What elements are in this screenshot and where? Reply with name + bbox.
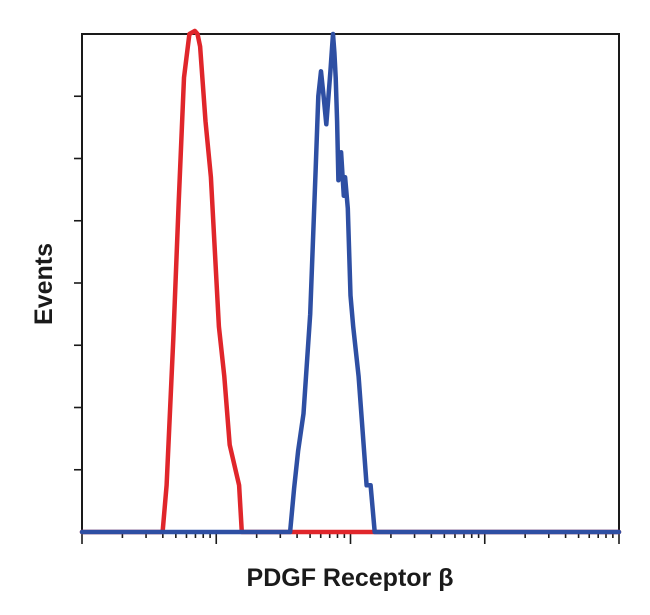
y-axis-ticks [74, 95, 82, 471]
histogram-series-1 [79, 28, 622, 535]
plot-area [74, 28, 622, 544]
x-axis-label: PDGF Receptor β [247, 564, 454, 592]
histogram-series-2 [79, 31, 622, 535]
series-layer [79, 28, 622, 535]
y-axis-label: Events [30, 243, 58, 325]
